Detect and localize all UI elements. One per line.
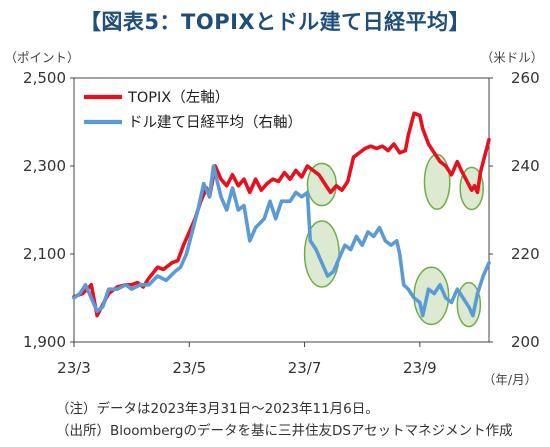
series-line-topix <box>72 111 491 318</box>
y-left-tick-label: 2,100 <box>23 245 66 263</box>
source-line: （出所）Bloombergのデータを基に三井住友DSアセットマネジメント作成 <box>56 423 513 439</box>
legend-label: TOPIX（左軸） <box>127 89 229 106</box>
series-line-nikkei-usd <box>72 164 491 318</box>
x-axis-unit: （年/月） <box>483 372 537 387</box>
note-line: （注）データは2023年3月31日～2023年11月6日。 <box>56 401 379 417</box>
highlight-ellipse <box>423 153 451 210</box>
right-axis-unit: （米ドル） <box>481 50 544 65</box>
y-right-tick-label: 220 <box>511 245 540 263</box>
y-left-tick-label: 2,300 <box>23 157 66 175</box>
y-right-tick-label: 200 <box>511 333 540 351</box>
y-right-tick-label: 240 <box>511 157 540 175</box>
y-left-tick-label: 2,500 <box>23 69 66 87</box>
left-axis-unit: （ポイント） <box>4 50 79 65</box>
x-tick-label: 23/7 <box>288 359 322 377</box>
chart-title: 【図表5：TOPIXとドル建て日経平均】 <box>79 10 471 34</box>
x-tick-label: 23/5 <box>172 359 206 377</box>
legend-label: ドル建て日経平均（右軸） <box>128 114 302 131</box>
plot-frame <box>73 77 490 343</box>
notes: （注）データは2023年3月31日～2023年11月6日。 （出所）Bloomb… <box>56 398 513 442</box>
y-left-tick-label: 1,900 <box>23 333 66 351</box>
x-tick-label: 23/3 <box>57 359 91 377</box>
x-tick-label: 23/9 <box>403 359 437 377</box>
y-right-tick-label: 260 <box>511 69 540 87</box>
